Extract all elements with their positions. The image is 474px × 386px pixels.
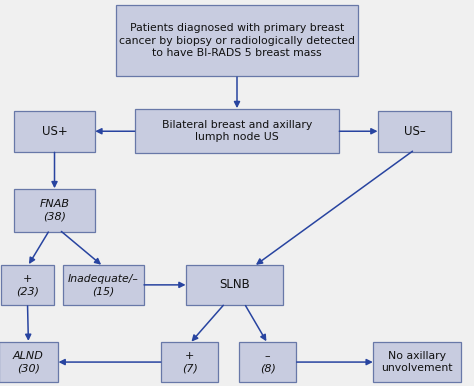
Text: SLNB: SLNB xyxy=(219,278,250,291)
FancyBboxPatch shape xyxy=(116,5,358,76)
Text: +
(7): + (7) xyxy=(182,351,198,373)
Text: +
(23): + (23) xyxy=(16,274,39,296)
Text: No axillary
unvolvement: No axillary unvolvement xyxy=(382,351,453,373)
Text: US–: US– xyxy=(404,125,426,138)
FancyBboxPatch shape xyxy=(135,109,339,153)
FancyBboxPatch shape xyxy=(239,342,296,382)
Text: Bilateral breast and axillary
lumph node US: Bilateral breast and axillary lumph node… xyxy=(162,120,312,142)
FancyBboxPatch shape xyxy=(63,265,144,305)
FancyBboxPatch shape xyxy=(1,265,54,305)
FancyBboxPatch shape xyxy=(186,265,283,305)
Text: Patients diagnosed with primary breast
cancer by biopsy or radiologically detect: Patients diagnosed with primary breast c… xyxy=(119,23,355,58)
Text: –
(8): – (8) xyxy=(260,351,276,373)
Text: Inadequate/–
(15): Inadequate/– (15) xyxy=(68,274,139,296)
FancyBboxPatch shape xyxy=(161,342,218,382)
Text: FNAB
(38): FNAB (38) xyxy=(39,199,70,222)
FancyBboxPatch shape xyxy=(14,189,95,232)
FancyBboxPatch shape xyxy=(373,342,461,382)
FancyBboxPatch shape xyxy=(0,342,58,382)
FancyBboxPatch shape xyxy=(378,111,451,151)
Text: ALND
(30): ALND (30) xyxy=(13,351,44,373)
FancyBboxPatch shape xyxy=(14,111,95,151)
Text: US+: US+ xyxy=(42,125,67,138)
